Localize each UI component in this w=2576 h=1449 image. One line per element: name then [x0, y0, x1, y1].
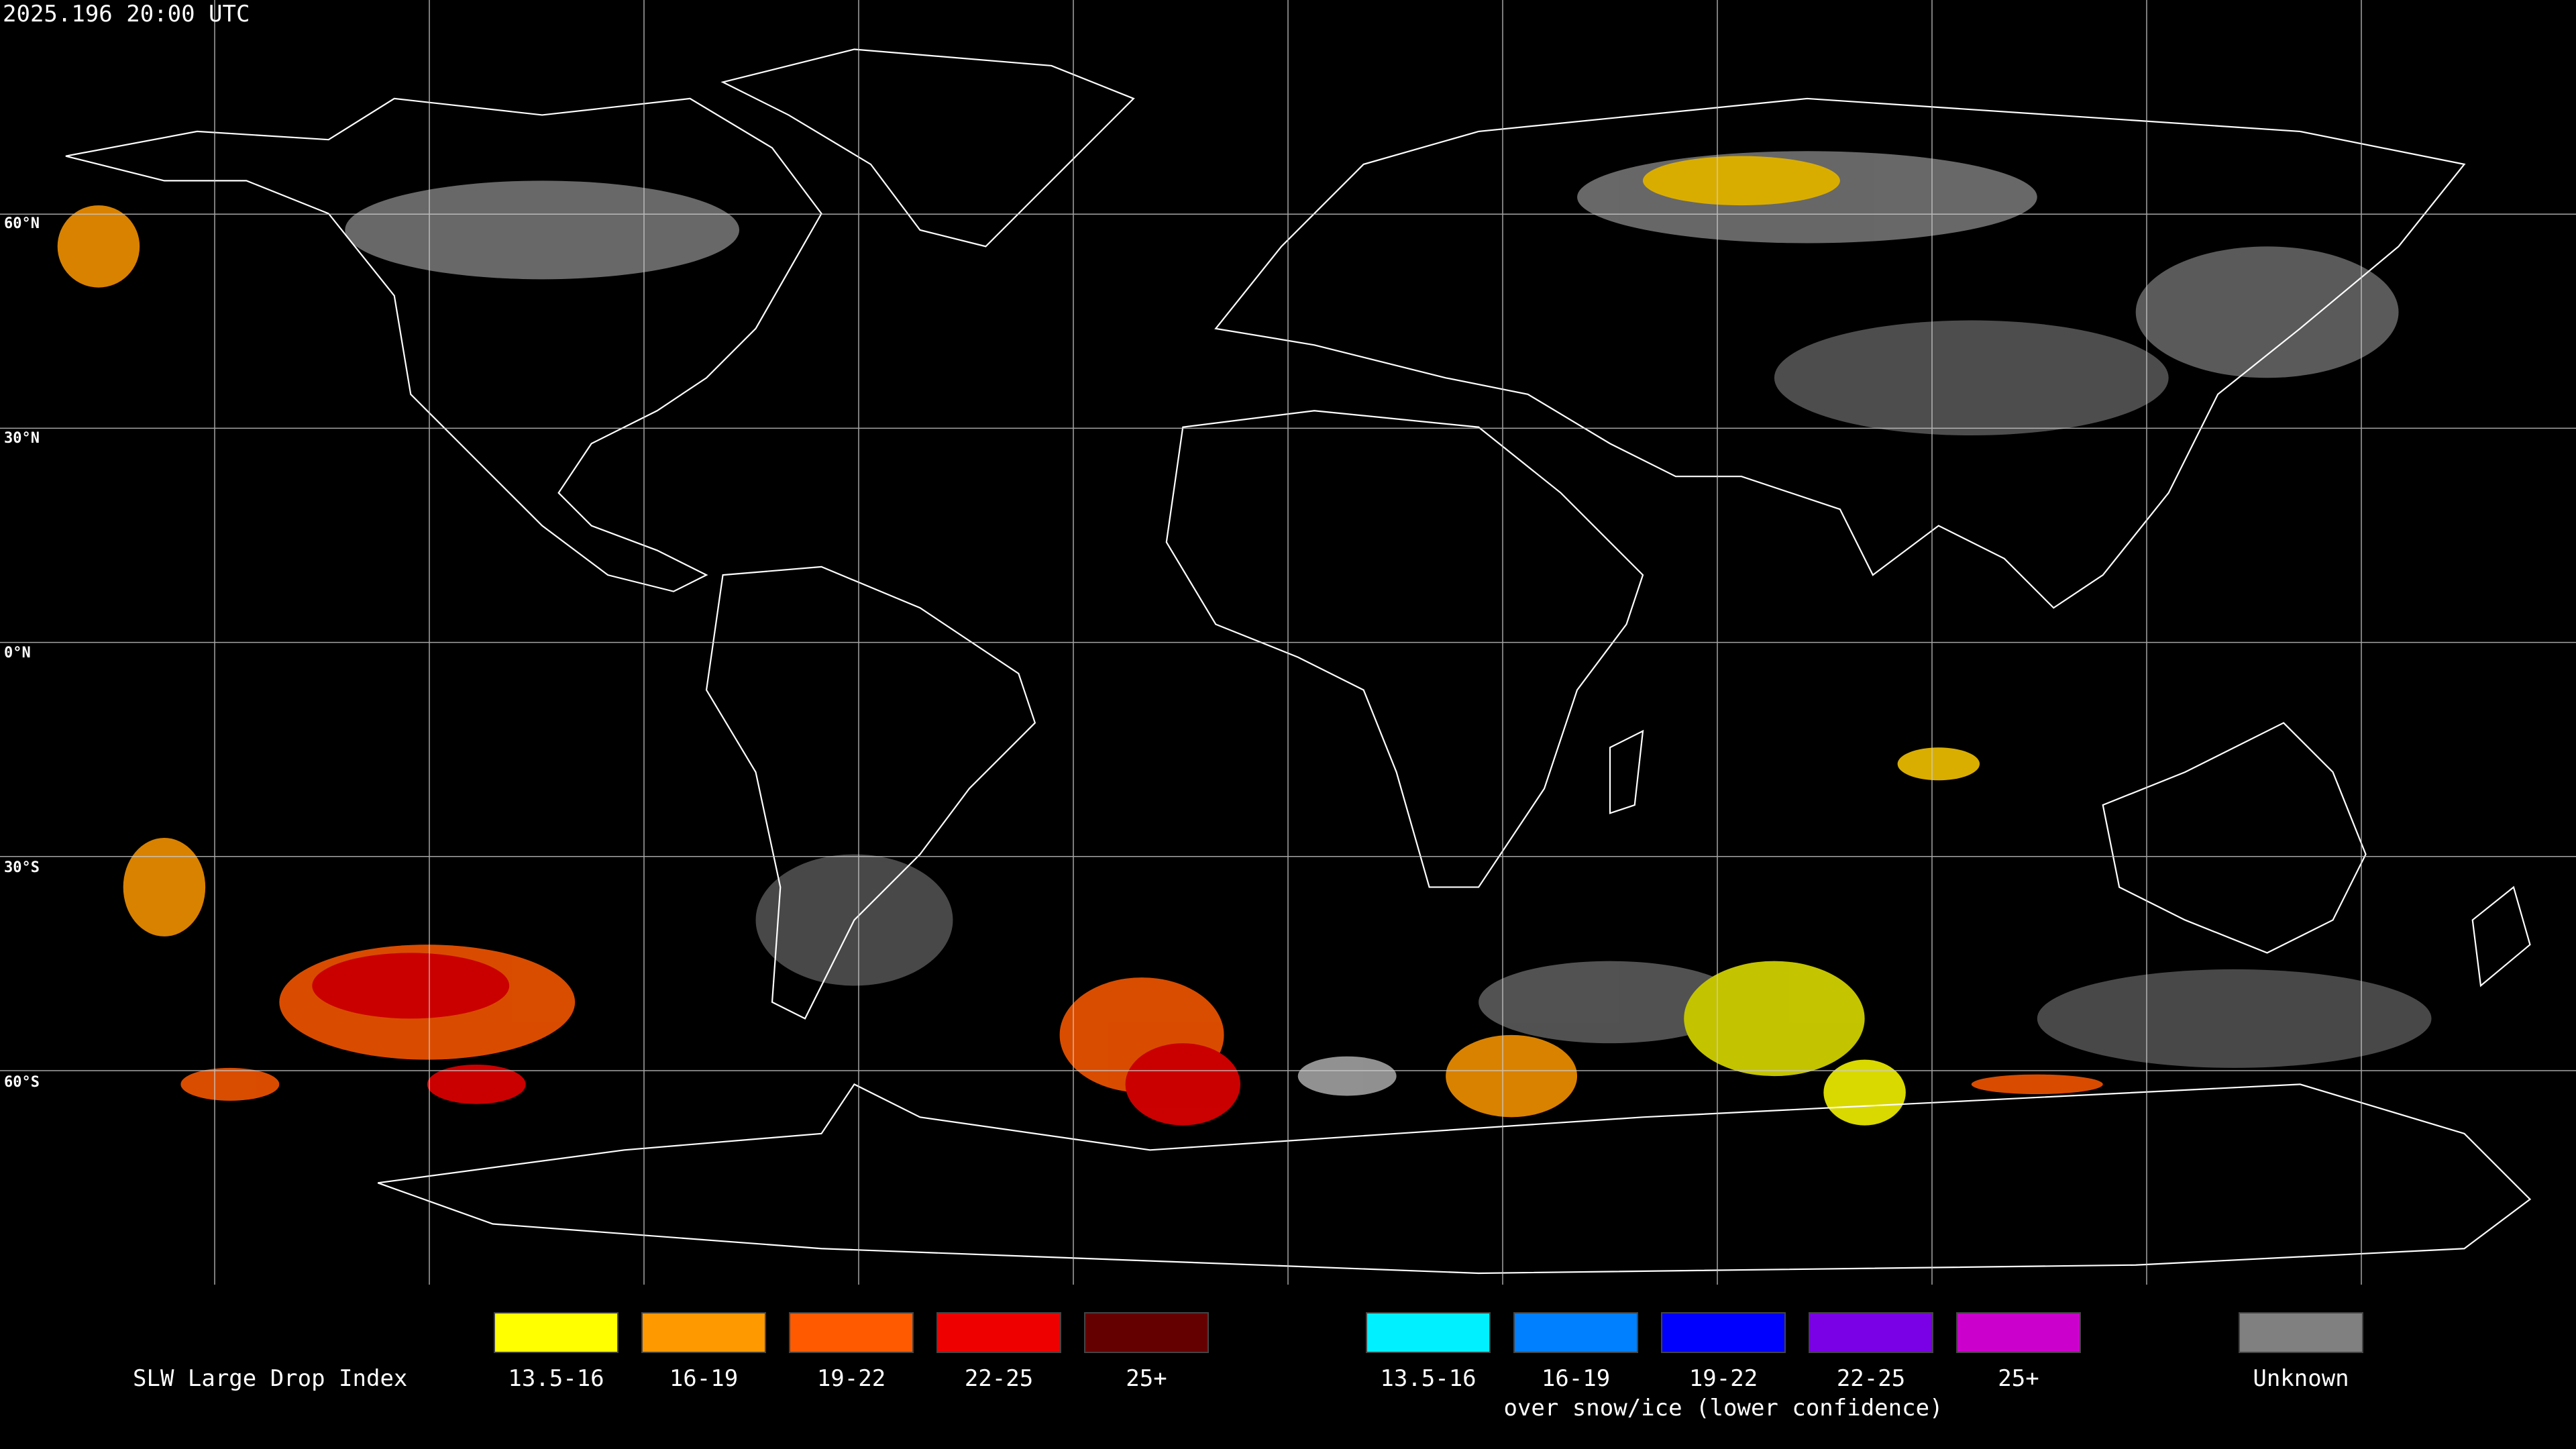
latitude-label: 60°S	[4, 1074, 40, 1091]
legend-label: 25+	[1998, 1365, 2039, 1392]
legend: SLW Large Drop Index over snow/ice (lowe…	[133, 1312, 2363, 1421]
legend-label: 19-22	[1689, 1365, 1758, 1392]
legend-swatch	[1809, 1312, 1933, 1353]
legend-swatch	[494, 1312, 619, 1353]
legend-swatch	[789, 1312, 914, 1353]
legend-swatch	[1513, 1312, 1638, 1353]
legend-label: 13.5-16	[1380, 1365, 1476, 1392]
legend-swatch	[936, 1312, 1061, 1353]
legend-swatch	[2239, 1312, 2363, 1353]
timestamp: 2025.196 20:00 UTC	[3, 1, 250, 28]
graticule	[0, 0, 2576, 1285]
latitude-label: 30°N	[4, 430, 40, 447]
legend-swatch	[1366, 1312, 1491, 1353]
legend-swatch	[641, 1312, 766, 1353]
legend-swatch	[1084, 1312, 1209, 1353]
latitude-label: 0°N	[4, 645, 31, 661]
legend-label: 22-25	[1837, 1365, 1905, 1392]
legend-label: 25+	[1126, 1365, 1167, 1392]
legend-swatch	[1661, 1312, 1786, 1353]
map: 60°N 30°N 0°N 30°S 60°S	[0, 0, 2576, 1285]
legend-label: 19-22	[817, 1365, 885, 1392]
legend-label: 16-19	[1542, 1365, 1610, 1392]
legend-caption: over snow/ice (lower confidence)	[1503, 1395, 1943, 1421]
latitude-label: 30°S	[4, 859, 40, 876]
map-imagery	[57, 48, 2532, 1275]
legend-label: 13.5-16	[508, 1365, 604, 1392]
legend-label: Unknown	[2253, 1365, 2349, 1392]
legend-label: 16-19	[669, 1365, 738, 1392]
latitude-label: 60°N	[4, 215, 40, 232]
legend-swatch	[1956, 1312, 2081, 1353]
legend-label: 22-25	[965, 1365, 1033, 1392]
legend-title: SLW Large Drop Index	[133, 1365, 407, 1392]
